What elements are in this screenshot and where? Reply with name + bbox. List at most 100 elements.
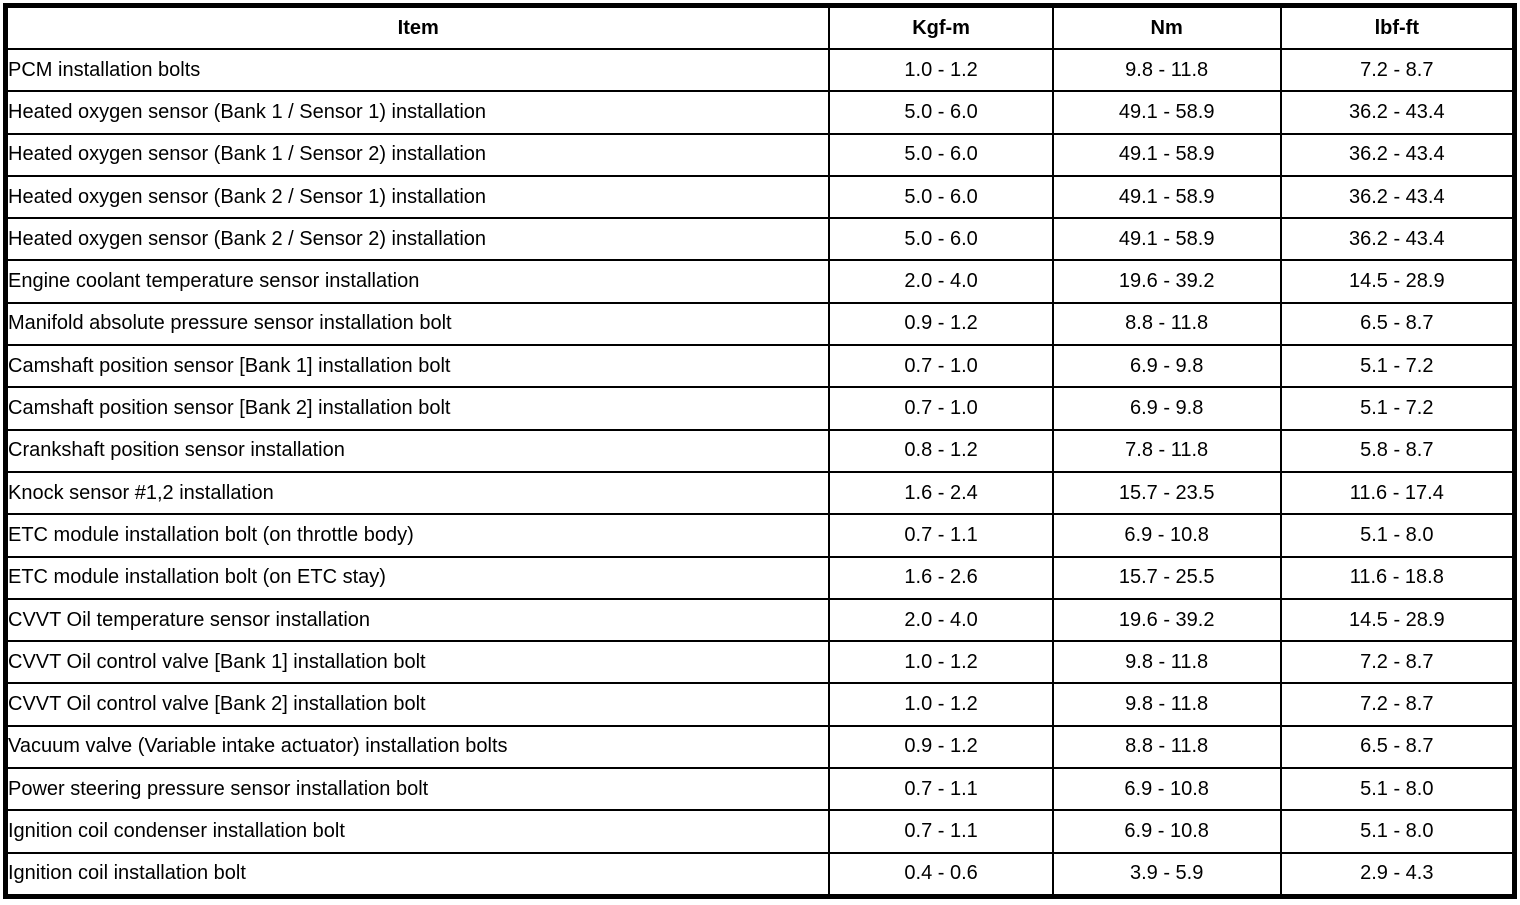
item-cell: CVVT Oil control valve [Bank 2] installa… xyxy=(4,682,831,727)
lbf-ft-cell: 5.1 - 7.2 xyxy=(1279,344,1516,389)
item-cell: Knock sensor #1,2 installation xyxy=(4,470,831,516)
lbf-ft-cell: 5.1 - 8.0 xyxy=(1279,809,1516,854)
item-cell: Manifold absolute pressure sensor instal… xyxy=(4,301,831,347)
nm-cell: 15.7 - 23.5 xyxy=(1051,470,1282,516)
nm-cell: 19.6 - 39.2 xyxy=(1051,259,1282,304)
kgf-m-cell: 0.9 - 1.2 xyxy=(828,301,1054,347)
item-cell: Heated oxygen sensor (Bank 2 / Sensor 1)… xyxy=(4,174,831,220)
lbf-ft-cell: 7.2 - 8.7 xyxy=(1279,47,1516,93)
lbf-ft-cell: 7.2 - 8.7 xyxy=(1279,682,1516,727)
table-row: ETC module installation bolt (on ETC sta… xyxy=(4,555,1516,600)
item-cell: Ignition coil installation bolt xyxy=(4,851,831,898)
item-cell: Crankshaft position sensor installation xyxy=(4,428,831,473)
table-row: Camshaft position sensor [Bank 2] instal… xyxy=(4,386,1516,431)
kgf-m-cell: 5.0 - 6.0 xyxy=(828,132,1054,177)
item-cell: PCM installation bolts xyxy=(4,47,831,93)
table-row: Crankshaft position sensor installation … xyxy=(4,428,1516,473)
item-cell: Vacuum valve (Variable intake actuator) … xyxy=(4,724,831,770)
table-row: CVVT Oil temperature sensor installation… xyxy=(4,597,1516,643)
lbf-ft-cell: 14.5 - 28.9 xyxy=(1279,597,1516,643)
kgf-m-cell: 1.6 - 2.6 xyxy=(828,555,1054,600)
kgf-m-cell: 1.0 - 1.2 xyxy=(828,682,1054,727)
lbf-ft-cell: 36.2 - 43.4 xyxy=(1279,132,1516,177)
kgf-m-cell: 0.8 - 1.2 xyxy=(828,428,1054,473)
lbf-ft-cell: 11.6 - 17.4 xyxy=(1279,470,1516,516)
table-row: Heated oxygen sensor (Bank 2 / Sensor 2)… xyxy=(4,217,1516,262)
lbf-ft-cell: 6.5 - 8.7 xyxy=(1279,724,1516,770)
table-row: Ignition coil installation bolt 0.4 - 0.… xyxy=(4,851,1516,898)
kgf-m-cell: 2.0 - 4.0 xyxy=(828,259,1054,304)
nm-cell: 7.8 - 11.8 xyxy=(1051,428,1282,473)
kgf-m-cell: 5.0 - 6.0 xyxy=(828,217,1054,262)
kgf-m-cell: 1.0 - 1.2 xyxy=(828,640,1054,685)
nm-cell: 8.8 - 11.8 xyxy=(1051,301,1282,347)
item-cell: Engine coolant temperature sensor instal… xyxy=(4,259,831,304)
kgf-m-cell: 0.4 - 0.6 xyxy=(828,851,1054,898)
item-cell: CVVT Oil temperature sensor installation xyxy=(4,597,831,643)
table-row: ETC module installation bolt (on throttl… xyxy=(4,513,1516,558)
torque-spec-page: Item Kgf-m Nm lbf-ft PCM installation bo… xyxy=(0,3,1520,905)
nm-cell: 9.8 - 11.8 xyxy=(1051,640,1282,685)
nm-cell: 9.8 - 11.8 xyxy=(1051,47,1282,93)
table-header-row: Item Kgf-m Nm lbf-ft xyxy=(4,4,1516,50)
table-row: Engine coolant temperature sensor instal… xyxy=(4,259,1516,304)
table-body: PCM installation bolts 1.0 - 1.2 9.8 - 1… xyxy=(4,47,1516,898)
lbf-ft-cell: 5.1 - 8.0 xyxy=(1279,767,1516,812)
table-row: PCM installation bolts 1.0 - 1.2 9.8 - 1… xyxy=(4,47,1516,93)
lbf-ft-cell: 5.8 - 8.7 xyxy=(1279,428,1516,473)
nm-cell: 15.7 - 25.5 xyxy=(1051,555,1282,600)
kgf-m-cell: 0.7 - 1.0 xyxy=(828,386,1054,431)
nm-cell: 9.8 - 11.8 xyxy=(1051,682,1282,727)
kgf-m-cell: 0.9 - 1.2 xyxy=(828,724,1054,770)
table-row: Ignition coil condenser installation bol… xyxy=(4,809,1516,854)
kgf-m-cell: 5.0 - 6.0 xyxy=(828,90,1054,135)
table-row: Power steering pressure sensor installat… xyxy=(4,767,1516,812)
lbf-ft-cell: 2.9 - 4.3 xyxy=(1279,851,1516,898)
kgf-m-cell: 1.0 - 1.2 xyxy=(828,47,1054,93)
kgf-m-cell: 0.7 - 1.0 xyxy=(828,344,1054,389)
nm-cell: 8.8 - 11.8 xyxy=(1051,724,1282,770)
table-row: Heated oxygen sensor (Bank 1 / Sensor 1)… xyxy=(4,90,1516,135)
lbf-ft-cell: 6.5 - 8.7 xyxy=(1279,301,1516,347)
item-cell: ETC module installation bolt (on throttl… xyxy=(4,513,831,558)
kgf-m-cell: 0.7 - 1.1 xyxy=(828,767,1054,812)
item-cell: Ignition coil condenser installation bol… xyxy=(4,809,831,854)
item-cell: Power steering pressure sensor installat… xyxy=(4,767,831,812)
table-row: Vacuum valve (Variable intake actuator) … xyxy=(4,724,1516,770)
column-header-item: Item xyxy=(4,4,831,50)
item-cell: ETC module installation bolt (on ETC sta… xyxy=(4,555,831,600)
table-row: Manifold absolute pressure sensor instal… xyxy=(4,301,1516,347)
nm-cell: 6.9 - 10.8 xyxy=(1051,513,1282,558)
lbf-ft-cell: 14.5 - 28.9 xyxy=(1279,259,1516,304)
nm-cell: 6.9 - 9.8 xyxy=(1051,386,1282,431)
table-row: Heated oxygen sensor (Bank 1 / Sensor 2)… xyxy=(4,132,1516,177)
column-header-nm: Nm xyxy=(1051,4,1282,50)
kgf-m-cell: 0.7 - 1.1 xyxy=(828,513,1054,558)
lbf-ft-cell: 5.1 - 7.2 xyxy=(1279,386,1516,431)
lbf-ft-cell: 7.2 - 8.7 xyxy=(1279,640,1516,685)
kgf-m-cell: 1.6 - 2.4 xyxy=(828,470,1054,516)
table-row: CVVT Oil control valve [Bank 1] installa… xyxy=(4,640,1516,685)
nm-cell: 6.9 - 10.8 xyxy=(1051,809,1282,854)
lbf-ft-cell: 36.2 - 43.4 xyxy=(1279,174,1516,220)
item-cell: Heated oxygen sensor (Bank 2 / Sensor 2)… xyxy=(4,217,831,262)
column-header-kgf-m: Kgf-m xyxy=(828,4,1054,50)
torque-spec-table: Item Kgf-m Nm lbf-ft PCM installation bo… xyxy=(3,3,1517,899)
table-row: Camshaft position sensor [Bank 1] instal… xyxy=(4,344,1516,389)
table-row: Knock sensor #1,2 installation 1.6 - 2.4… xyxy=(4,470,1516,516)
column-header-lbf-ft: lbf-ft xyxy=(1279,4,1516,50)
nm-cell: 49.1 - 58.9 xyxy=(1051,90,1282,135)
table-row: CVVT Oil control valve [Bank 2] installa… xyxy=(4,682,1516,727)
nm-cell: 49.1 - 58.9 xyxy=(1051,132,1282,177)
item-cell: Heated oxygen sensor (Bank 1 / Sensor 1)… xyxy=(4,90,831,135)
nm-cell: 6.9 - 10.8 xyxy=(1051,767,1282,812)
lbf-ft-cell: 36.2 - 43.4 xyxy=(1279,90,1516,135)
lbf-ft-cell: 36.2 - 43.4 xyxy=(1279,217,1516,262)
item-cell: Camshaft position sensor [Bank 2] instal… xyxy=(4,386,831,431)
nm-cell: 49.1 - 58.9 xyxy=(1051,217,1282,262)
item-cell: CVVT Oil control valve [Bank 1] installa… xyxy=(4,640,831,685)
kgf-m-cell: 5.0 - 6.0 xyxy=(828,174,1054,220)
table-row: Heated oxygen sensor (Bank 2 / Sensor 1)… xyxy=(4,174,1516,220)
kgf-m-cell: 2.0 - 4.0 xyxy=(828,597,1054,643)
kgf-m-cell: 0.7 - 1.1 xyxy=(828,809,1054,854)
